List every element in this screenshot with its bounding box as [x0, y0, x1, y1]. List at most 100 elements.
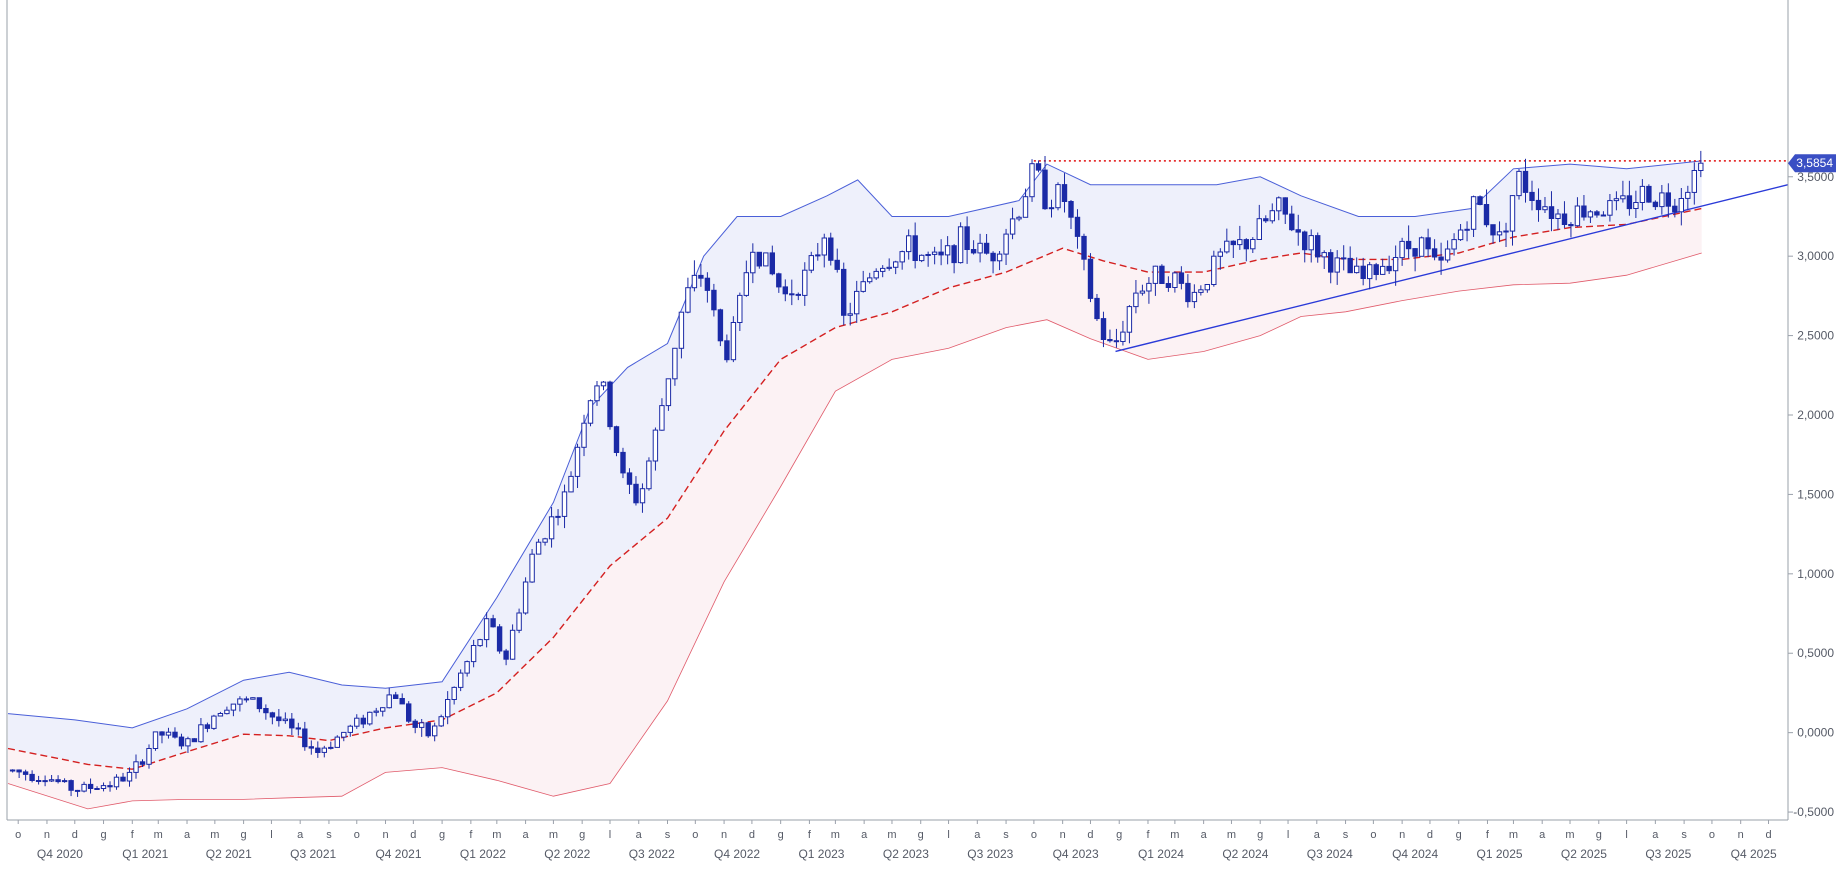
candle: [172, 727, 178, 739]
candle-body: [256, 697, 263, 710]
candle: [360, 714, 367, 729]
candle-body: [1198, 289, 1204, 293]
candle: [458, 669, 464, 692]
candle: [438, 714, 444, 727]
candle-body: [1503, 230, 1509, 233]
candle: [1574, 197, 1581, 227]
candle: [295, 722, 302, 736]
candle-body: [1581, 205, 1587, 218]
candle: [1639, 179, 1646, 211]
candle-body: [568, 475, 574, 493]
candle-body: [1100, 318, 1107, 341]
candle: [1289, 205, 1295, 232]
y-tick-label: 1,5000: [1797, 487, 1834, 501]
candle: [828, 232, 834, 266]
candle-body: [1250, 239, 1256, 250]
candle: [1113, 328, 1120, 348]
candle-body: [711, 289, 717, 311]
chart-axes: 3,5000 3,0000 2,5000 2,0000 1,5000 1,0000 0,50…: [6, 0, 1834, 861]
candle: [224, 706, 230, 715]
x-month-label: g: [100, 829, 106, 841]
candle-body: [594, 385, 600, 402]
candle: [951, 244, 957, 274]
candle: [87, 778, 94, 794]
candle: [1607, 194, 1613, 222]
candle: [1126, 305, 1133, 344]
candle: [1646, 184, 1652, 203]
candle-body: [483, 618, 490, 641]
candle: [217, 711, 224, 717]
candle-body: [724, 340, 730, 361]
candle-body: [477, 639, 483, 647]
x-month-label: d: [1427, 829, 1433, 841]
candle: [191, 738, 198, 743]
candle: [1418, 236, 1425, 257]
middle-band-line: [7, 207, 1702, 770]
last-price-badge-shape: [1788, 154, 1836, 173]
x-quarter-label: Q3 2025: [1645, 847, 1691, 861]
candle: [802, 262, 808, 306]
x-quarter-label: Q1 2025: [1477, 847, 1523, 861]
y-tick-label: 1,0000: [1797, 567, 1834, 581]
candle-body: [1373, 264, 1379, 276]
candle-body: [542, 538, 548, 543]
candle-body: [672, 347, 678, 380]
candle: [1568, 222, 1574, 238]
candle-body: [315, 747, 321, 753]
candle-body: [782, 286, 788, 295]
candle: [406, 701, 412, 724]
candle: [1016, 215, 1022, 222]
candle: [1380, 258, 1386, 275]
candle-body: [685, 287, 691, 313]
candle: [1204, 284, 1210, 293]
candle: [1146, 277, 1152, 304]
candle: [964, 216, 970, 264]
candle-body: [1568, 224, 1574, 227]
x-month-label: l: [270, 829, 272, 841]
candle: [483, 612, 490, 648]
candle-body: [509, 629, 516, 660]
candle-body: [347, 725, 354, 733]
candle-body: [1341, 257, 1347, 260]
candle: [152, 731, 159, 751]
x-month-label: n: [1738, 829, 1744, 841]
candle: [445, 691, 451, 725]
candle: [1133, 280, 1139, 314]
candle: [211, 714, 217, 730]
x-month-label: f: [808, 829, 812, 841]
candle-body: [295, 727, 302, 730]
candle-body: [1522, 170, 1529, 193]
x-month-label: m: [1170, 829, 1179, 841]
candle-body: [1003, 233, 1009, 255]
candle-body: [1094, 297, 1100, 320]
candle-body: [1535, 199, 1542, 211]
candle-body: [217, 713, 224, 717]
candle-body: [1405, 240, 1412, 250]
candle-body: [328, 746, 334, 749]
candle-body: [581, 422, 587, 448]
candle: [9, 769, 16, 773]
candle-body: [1685, 191, 1691, 199]
x-quarter-label: Q4 2023: [1053, 847, 1099, 861]
candle: [1185, 274, 1191, 308]
candle-body: [146, 748, 152, 765]
y-tick-label: 0,5000: [1797, 646, 1834, 660]
candle: [48, 775, 55, 782]
candle: [893, 260, 899, 275]
candle-body: [1074, 216, 1081, 237]
candle: [1516, 169, 1522, 200]
candle: [1087, 253, 1094, 303]
candle: [685, 277, 691, 314]
candle-body: [133, 761, 139, 773]
x-quarter-label: Q2 2025: [1561, 847, 1607, 861]
candle-body: [834, 259, 840, 270]
candle: [535, 538, 542, 555]
candle-body: [867, 277, 873, 283]
candle-body: [912, 235, 918, 262]
candle: [1633, 190, 1639, 218]
x-month-label: s: [1681, 829, 1687, 841]
candle-body: [1126, 306, 1133, 333]
candle: [821, 233, 827, 268]
